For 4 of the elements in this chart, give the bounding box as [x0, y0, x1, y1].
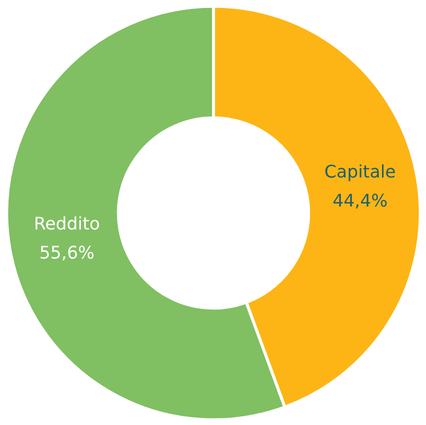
data-label: 55,6%: [39, 243, 94, 264]
slice-label: Reddito: [34, 214, 100, 235]
data-label: 44,4%: [332, 191, 388, 212]
slice-label: Capitale: [324, 162, 396, 183]
